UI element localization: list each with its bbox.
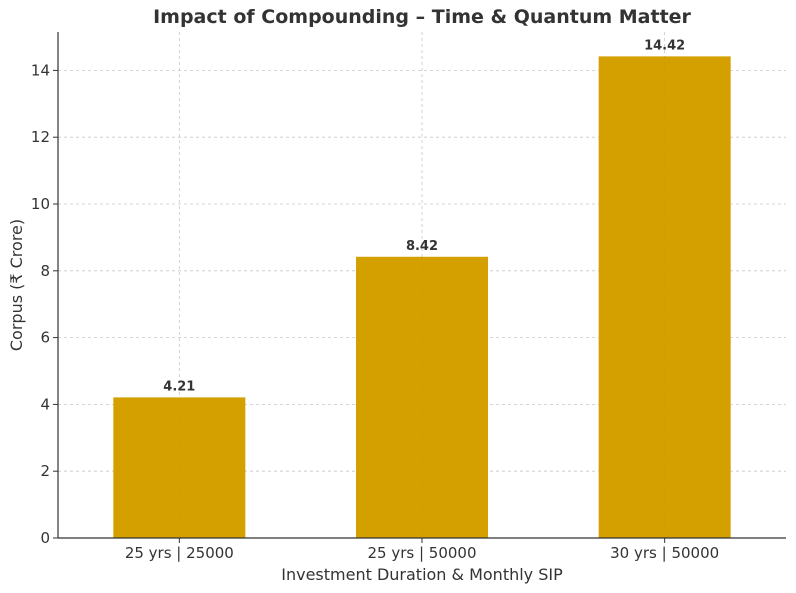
bar-value-label: 14.42: [644, 38, 685, 53]
bar-value-label: 4.21: [163, 379, 195, 394]
y-tick-label: 4: [40, 395, 50, 413]
bars: [113, 56, 731, 538]
x-tick-label: 25 yrs | 25000: [125, 544, 234, 562]
data-labels: 4.21 8.42 14.42: [163, 38, 685, 394]
y-tick-label: 10: [31, 195, 50, 213]
x-axis-label: Investment Duration & Monthly SIP: [281, 565, 563, 584]
chart-title: Impact of Compounding – Time & Quantum M…: [153, 6, 691, 28]
y-tick-label: 0: [40, 529, 50, 547]
bar: [113, 397, 246, 538]
y-tick-label: 8: [40, 262, 50, 280]
y-tick-label: 14: [31, 61, 50, 79]
y-tick-label: 6: [40, 329, 50, 347]
y-ticks: 0 2 4 6 8 10 12 14: [31, 61, 58, 547]
x-tick-label: 25 yrs | 50000: [367, 544, 476, 562]
bar-value-label: 8.42: [406, 239, 438, 254]
y-tick-label: 2: [40, 462, 50, 480]
x-tick-label: 30 yrs | 50000: [610, 544, 719, 562]
y-axis-label: Corpus (₹ Crore): [7, 219, 26, 351]
y-tick-label: 12: [31, 128, 50, 146]
x-ticks: 25 yrs | 25000 25 yrs | 50000 30 yrs | 500…: [125, 538, 719, 562]
